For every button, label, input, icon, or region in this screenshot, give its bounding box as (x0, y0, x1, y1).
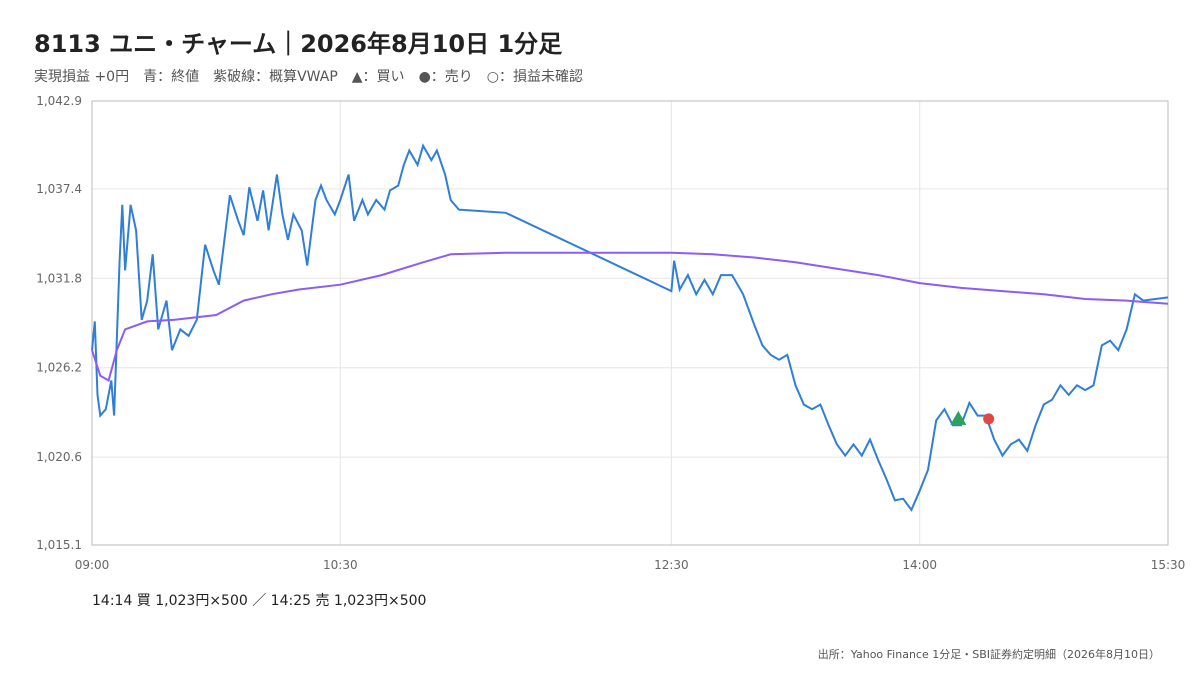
x-tick-label: 12:30 (654, 558, 689, 572)
y-tick-label: 1,015.1 (36, 538, 82, 552)
chart-title: 8113 ユニ・チャーム｜2026年8月10日 1分足 (34, 30, 562, 58)
subtitle-item: 紫破線：概算VWAP (213, 69, 338, 85)
x-tick-label: 15:30 (1151, 558, 1186, 572)
y-tick-label: 1,037.4 (36, 182, 82, 196)
subtitle-item: 実現損益 +0円 (34, 69, 129, 85)
y-tick-label: 1,020.6 (36, 450, 82, 464)
plot-border (91, 100, 1169, 546)
x-tick-label: 14:00 (902, 558, 937, 572)
sell-marker (983, 413, 995, 425)
price-line (91, 251, 1169, 383)
y-tick-label: 1,031.8 (36, 271, 82, 285)
x-tick-label: 09:00 (75, 558, 110, 572)
source: 出所：Yahoo Finance 1分足・SBI証券約定明細（2026年8月10… (818, 647, 1160, 661)
y-tick-label: 1,042.9 (36, 94, 82, 108)
subtitle-item: 青：終値 (143, 69, 199, 85)
y-tick-label: 1,026.2 (36, 361, 82, 375)
subtitle-item: ▲：買い (352, 69, 405, 85)
subtitle-item: ○：損益未確認 (487, 69, 583, 85)
buy-marker (950, 410, 967, 425)
x-tick-label: 10:30 (323, 558, 358, 572)
subtitle-item: ●：売り (419, 69, 473, 85)
annotation: 14:14 買 1,023円×500 ／ 14:25 売 1,023円×500 (92, 593, 426, 609)
